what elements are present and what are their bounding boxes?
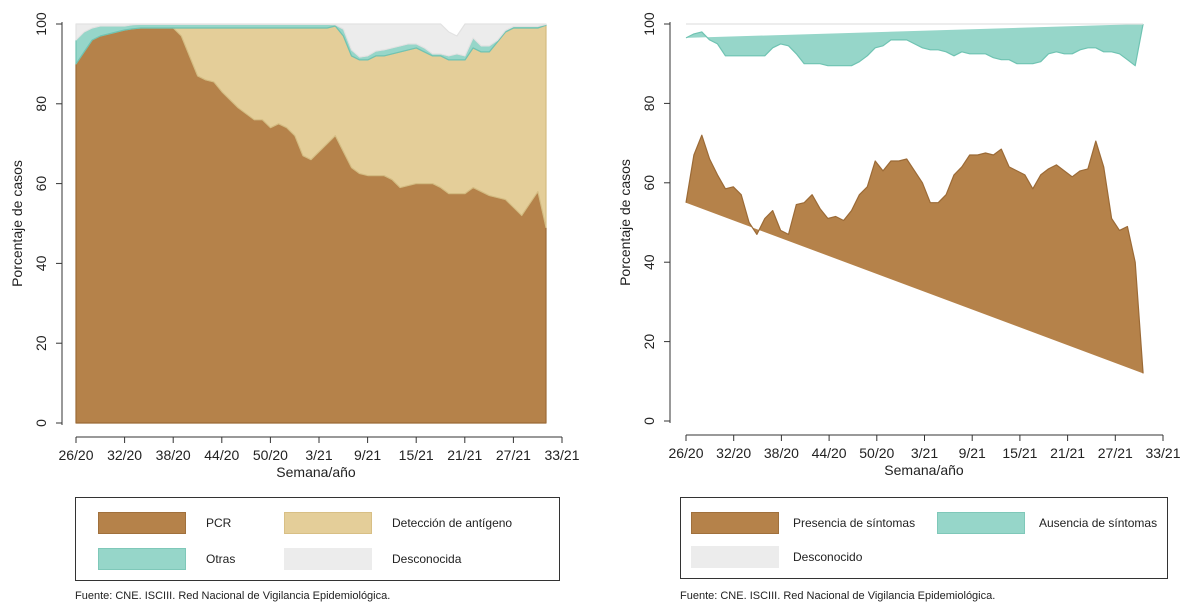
x-tick-label: 26/20: [58, 447, 93, 463]
x-tick-label: 44/20: [812, 445, 847, 461]
x-tick-label: 21/21: [447, 447, 482, 463]
x-tick-label: 33/21: [544, 447, 579, 463]
legend-swatch-pcr: [98, 512, 186, 534]
x-tick-label: 9/21: [354, 447, 381, 463]
x-tick-label: 50/20: [859, 445, 894, 461]
x-tick-label: 15/21: [399, 447, 434, 463]
y-tick-label: 0: [641, 417, 657, 425]
x-tick-label: 21/21: [1050, 445, 1085, 461]
y-tick-label: 100: [641, 12, 657, 36]
legend-item-desconocida: Desconocida: [284, 548, 461, 570]
y-tick-label: 40: [641, 254, 657, 270]
legend-swatch-antigen: [284, 512, 372, 534]
y-tick-label: 60: [641, 175, 657, 191]
x-tick-label: 3/21: [911, 445, 938, 461]
y-tick-label: 40: [33, 255, 49, 271]
x-tick-label: 26/20: [668, 445, 703, 461]
y-tick-label: 80: [641, 95, 657, 111]
legend-item-antigen: Detección de antígeno: [284, 512, 512, 534]
y-axis-label: Porcentaje de casos: [617, 159, 633, 286]
area-symptoms-1: [685, 134, 1144, 374]
y-tick-label: 20: [641, 334, 657, 350]
legend-swatch-desconocido: [691, 546, 779, 568]
y-tick-label: 80: [33, 96, 49, 112]
legend-item-otras: Otras: [98, 548, 235, 570]
x-tick-label: 44/20: [204, 447, 239, 463]
legend-item-pcr: PCR: [98, 512, 231, 534]
legend-swatch-desconocida: [284, 548, 372, 570]
legend-label-presencia: Presencia de síntomas: [793, 516, 916, 530]
y-axis-label: Porcentaje de casos: [9, 160, 25, 287]
area-test-type-4: [75, 23, 547, 58]
y-tick-label: 0: [33, 419, 49, 427]
legend-label-ausencia: Ausencia de síntomas: [1039, 516, 1158, 530]
y-tick-label: 20: [33, 335, 49, 351]
x-tick-label: 38/20: [156, 447, 191, 463]
chart-symptoms: 0 20 40 60 80 100 Porcentaje de casos 26/20 32/2…: [617, 12, 1181, 478]
legend-label-desconocido: Desconocido: [793, 550, 863, 564]
x-tick-label: 33/21: [1145, 445, 1180, 461]
source-note: Fuente: CNE. ISCIII. Red Nacional de Vig…: [680, 590, 996, 602]
x-tick-label: 38/20: [764, 445, 799, 461]
legend-swatch-presencia: [691, 512, 779, 534]
legend-test-type: PCR Detección de antígeno Otras Desconoc…: [75, 497, 560, 581]
x-axis-label: Semana/año: [276, 464, 356, 480]
x-tick-label: 9/21: [959, 445, 986, 461]
source-note: Fuente: CNE. ISCIII. Red Nacional de Vig…: [75, 590, 391, 602]
x-tick-label: 32/20: [107, 447, 142, 463]
legend-label-antigen: Detección de antígeno: [392, 516, 513, 530]
legend-swatch-ausencia: [937, 512, 1025, 534]
legend-item-ausencia: Ausencia de síntomas: [937, 512, 1157, 534]
legend-label-desconocida: Desconocida: [392, 552, 462, 566]
legend-item-desconocido: Desconocido: [691, 546, 862, 568]
y-tick-label: 100: [33, 12, 49, 36]
area-symptoms-2: [685, 23, 1144, 67]
legend-swatch-otras: [98, 548, 186, 570]
x-tick-label: 27/21: [1098, 445, 1133, 461]
x-tick-label: 27/21: [496, 447, 531, 463]
legend-item-presencia: Presencia de síntomas: [691, 512, 915, 534]
x-axis-label: Semana/año: [884, 462, 964, 478]
legend-symptoms: Presencia de síntomas Ausencia de síntom…: [680, 497, 1168, 579]
chart-panel-test-type: 0 20 40 60 80 100 Porcentaje de casos 26/20 32/2…: [9, 12, 580, 602]
x-tick-label: 50/20: [253, 447, 288, 463]
chart-panel-symptoms: 0 20 40 60 80 100 Porcentaje de casos 26/20 32/2…: [598, 0, 1196, 610]
x-tick-label: 15/21: [1002, 445, 1037, 461]
chart-test-type: 0 20 40 60 80 100 Porcentaje de casos 26/20 32/2…: [9, 12, 580, 480]
legend-label-otras: Otras: [206, 552, 236, 566]
x-tick-label: 32/20: [716, 445, 751, 461]
x-tick-label: 3/21: [305, 447, 332, 463]
y-tick-label: 60: [33, 176, 49, 192]
legend-label-pcr: PCR: [206, 516, 232, 530]
